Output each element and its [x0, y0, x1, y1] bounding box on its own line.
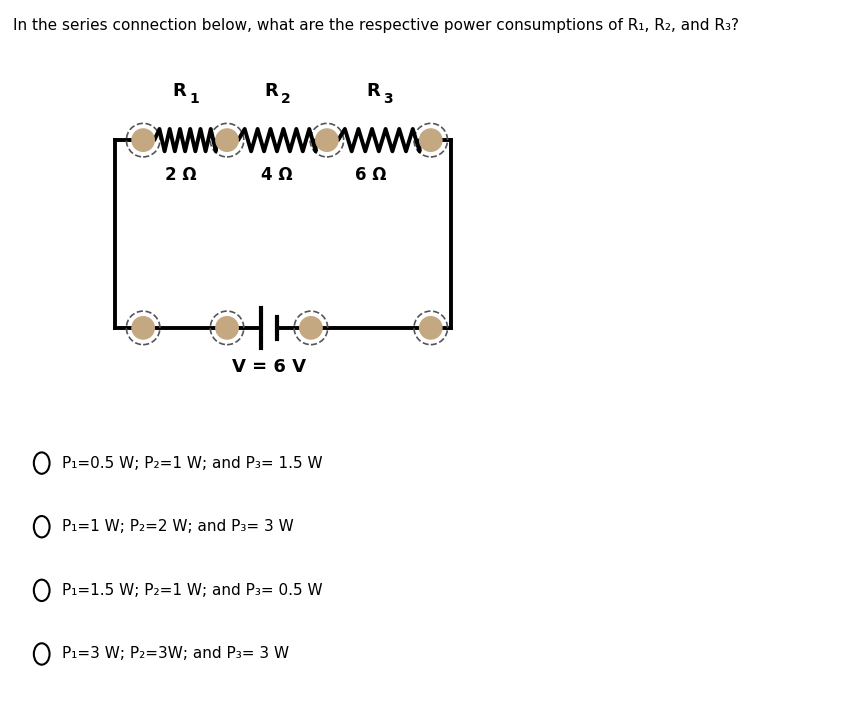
Text: V = 6 V: V = 6 V — [232, 358, 306, 376]
Text: P₁=1.5 W; P₂=1 W; and P₃= 0.5 W: P₁=1.5 W; P₂=1 W; and P₃= 0.5 W — [62, 583, 323, 598]
Text: 2 Ω: 2 Ω — [165, 166, 197, 184]
Text: In the series connection below, what are the respective power consumptions of R₁: In the series connection below, what are… — [13, 18, 739, 33]
Text: R: R — [366, 82, 380, 100]
Circle shape — [132, 317, 154, 339]
Text: R: R — [264, 82, 277, 100]
Text: R: R — [172, 82, 186, 100]
Text: 4 Ω: 4 Ω — [261, 166, 293, 184]
Circle shape — [420, 129, 442, 151]
Text: P₁=3 W; P₂=3W; and P₃= 3 W: P₁=3 W; P₂=3W; and P₃= 3 W — [62, 646, 289, 662]
Circle shape — [132, 129, 154, 151]
Circle shape — [216, 129, 238, 151]
Text: 6 Ω: 6 Ω — [355, 166, 386, 184]
Circle shape — [316, 129, 338, 151]
Circle shape — [300, 317, 323, 339]
Circle shape — [216, 317, 238, 339]
Text: 3: 3 — [383, 92, 392, 106]
Text: P₁=0.5 W; P₂=1 W; and P₃= 1.5 W: P₁=0.5 W; P₂=1 W; and P₃= 1.5 W — [62, 455, 323, 471]
Text: 2: 2 — [281, 92, 291, 106]
Circle shape — [420, 317, 442, 339]
Text: 1: 1 — [189, 92, 199, 106]
Text: P₁=1 W; P₂=2 W; and P₃= 3 W: P₁=1 W; P₂=2 W; and P₃= 3 W — [62, 519, 294, 534]
